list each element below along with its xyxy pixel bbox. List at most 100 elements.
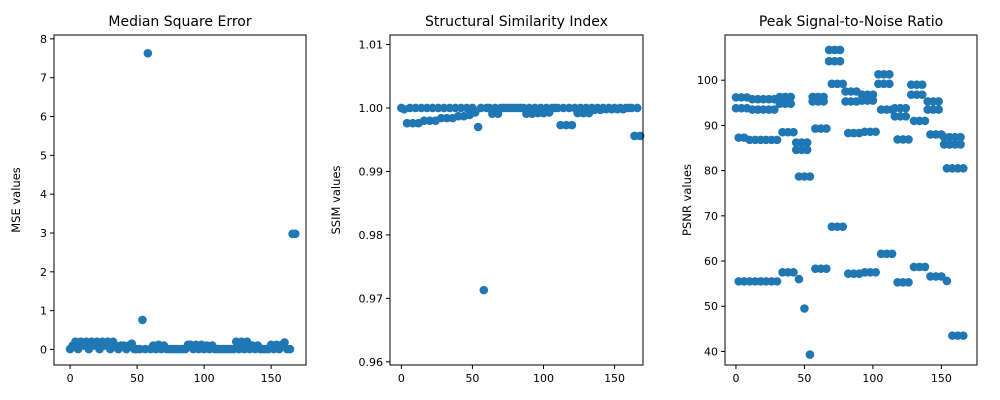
y-tick-label: 3 xyxy=(40,227,47,240)
data-point xyxy=(871,127,880,137)
data-point xyxy=(479,285,489,295)
chart-title: Structural Similarity Index xyxy=(425,14,608,30)
data-point xyxy=(917,90,927,99)
data-point xyxy=(290,229,300,239)
y-tick-label: 1 xyxy=(40,305,47,318)
y-tick-label: 100 xyxy=(697,74,718,87)
data-point xyxy=(885,70,894,79)
axes-frame xyxy=(724,34,978,366)
data-point xyxy=(786,99,796,109)
data-point xyxy=(934,97,943,106)
data-point xyxy=(473,122,483,132)
data-point xyxy=(802,138,812,147)
y-tick-label: 70 xyxy=(704,210,718,223)
x-tick-label: 0 xyxy=(67,372,74,385)
chart-panel-1: 0 50 100 150 0 1 2 3 4 5 6 7 8 Median Square Error MSE… xyxy=(9,14,307,385)
data-point xyxy=(942,276,952,286)
data-point xyxy=(904,277,913,287)
y-tick-label: 8 xyxy=(40,33,47,46)
y-tick-label: 0.97 xyxy=(359,292,384,305)
scatter-points xyxy=(397,103,645,295)
x-tick-label: 50 xyxy=(797,372,811,385)
data-point xyxy=(868,96,878,105)
y-tick-label: 0.98 xyxy=(359,229,384,242)
data-point xyxy=(805,350,815,359)
data-point xyxy=(770,105,779,114)
data-point xyxy=(920,116,930,126)
y-tick-label: 80 xyxy=(704,165,718,178)
data-point xyxy=(567,120,577,130)
data-point xyxy=(835,56,845,66)
y-tick-label: 90 xyxy=(704,119,718,132)
data-point xyxy=(633,103,642,113)
data-point xyxy=(917,80,927,90)
x-tick-label: 150 xyxy=(931,372,952,385)
data-point xyxy=(789,268,798,277)
chart-title: Peak Signal-to-Noise Ratio xyxy=(759,14,943,30)
data-point xyxy=(819,97,828,106)
y-tick-label: 50 xyxy=(704,300,718,313)
data-point xyxy=(138,315,147,325)
data-point xyxy=(772,277,782,286)
data-point xyxy=(901,103,911,113)
y-axis-label: PSNR values xyxy=(680,164,694,236)
data-point xyxy=(838,222,848,231)
y-tick-label: 1.01 xyxy=(359,39,384,52)
y-tick-label: 6 xyxy=(40,111,47,124)
data-point xyxy=(285,344,295,354)
x-tick-label: 100 xyxy=(862,372,883,385)
y-tick-label: 7 xyxy=(40,72,47,85)
data-point xyxy=(904,135,913,144)
data-point xyxy=(959,331,968,340)
data-point xyxy=(871,268,880,277)
data-point xyxy=(143,48,153,58)
y-tick-label: 5 xyxy=(40,149,47,162)
data-point xyxy=(901,112,911,121)
data-point xyxy=(822,264,831,274)
x-tick-label: 50 xyxy=(130,372,144,385)
scatter-points xyxy=(65,48,300,354)
x-tick-label: 100 xyxy=(533,372,554,385)
data-point xyxy=(822,124,831,133)
y-tick-label: 2 xyxy=(40,266,47,279)
y-axis-label: MSE values xyxy=(9,167,23,233)
x-tick-label: 0 xyxy=(398,372,405,385)
axes-frame xyxy=(389,34,644,366)
data-point xyxy=(868,90,878,99)
y-tick-label: 4 xyxy=(40,188,47,201)
x-tick-label: 50 xyxy=(465,372,479,385)
x-tick-label: 150 xyxy=(604,372,625,385)
data-point xyxy=(885,79,894,89)
data-point xyxy=(800,304,809,313)
x-tick-label: 0 xyxy=(732,372,739,385)
data-point xyxy=(805,172,815,181)
y-tick-label: 0.99 xyxy=(359,165,384,178)
data-point xyxy=(794,274,804,284)
data-point xyxy=(920,262,930,272)
chart-panel-3: 0 50 100 150 40 50 60 70 80 90 100 Peak Signal-to-N… xyxy=(680,14,978,385)
data-point xyxy=(772,135,782,145)
y-tick-label: 60 xyxy=(704,255,718,268)
data-point xyxy=(838,79,848,89)
chart-title: Median Square Error xyxy=(108,14,251,30)
axes-frame xyxy=(53,34,307,366)
y-tick-label: 40 xyxy=(704,345,718,358)
data-point xyxy=(959,164,968,173)
data-point xyxy=(934,105,943,114)
x-tick-label: 150 xyxy=(261,372,282,385)
data-point xyxy=(835,45,845,55)
data-point xyxy=(956,132,965,142)
x-tick-label: 100 xyxy=(194,372,215,385)
data-point xyxy=(956,140,965,149)
y-tick-label: 0 xyxy=(40,343,47,356)
data-point xyxy=(635,131,645,141)
y-tick-label: 1.00 xyxy=(359,102,384,115)
data-point xyxy=(887,249,897,259)
data-point xyxy=(280,338,289,347)
y-axis-label: SSIM values xyxy=(329,166,343,235)
scatter-points xyxy=(731,45,968,359)
data-point xyxy=(789,127,798,137)
y-tick-label: 0.96 xyxy=(359,356,384,369)
data-point xyxy=(802,145,812,155)
